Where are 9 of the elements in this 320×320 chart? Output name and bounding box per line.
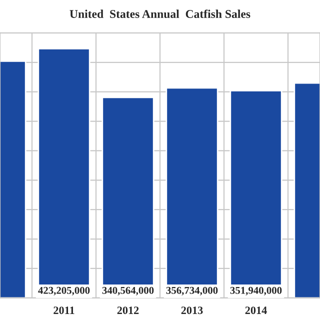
- x-tick-label: 2014: [245, 306, 267, 314]
- data-label: 356,734,000: [166, 286, 218, 296]
- x-tick-label: 2012: [117, 306, 139, 314]
- data-label: 351,940,000: [230, 286, 282, 296]
- chart-title: United States Annual Catfish Sales: [70, 10, 250, 18]
- data-label: 423,205,000: [38, 286, 90, 296]
- x-tick-label: 2011: [54, 306, 74, 314]
- data-label: 340,564,000: [102, 286, 154, 296]
- x-tick-label: 2013: [181, 306, 203, 314]
